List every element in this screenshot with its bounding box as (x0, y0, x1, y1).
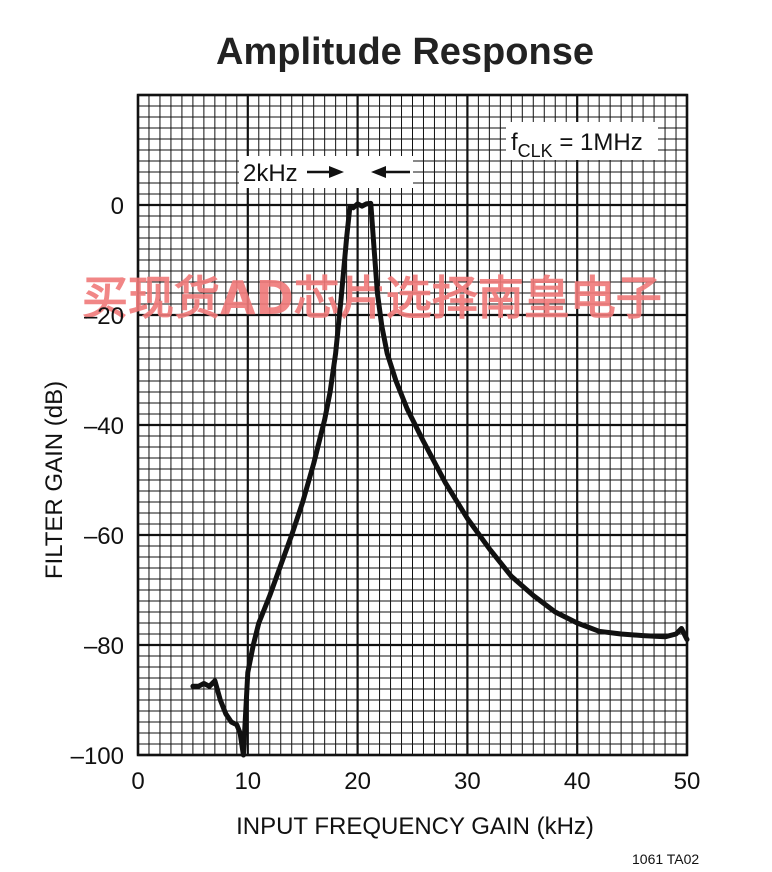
x-axis-label: INPUT FREQUENCY GAIN (kHz) (236, 813, 594, 840)
figure-id: 1061 TA02 (632, 851, 699, 867)
chart-title: Amplitude Response (216, 31, 594, 73)
plot-frame (136, 93, 689, 757)
bandwidth-arrow-left (371, 166, 410, 178)
x-tick-label: 50 (674, 768, 701, 795)
x-tick-label: 10 (234, 768, 261, 795)
y-tick-label: 0 (111, 193, 124, 220)
y-axis-label: FILTER GAIN (dB) (41, 381, 68, 579)
y-tick-label: –60 (84, 523, 124, 550)
clock-annotation-bg (506, 122, 658, 160)
y-tick-label: –100 (71, 743, 124, 770)
bandwidth-annotation: 2kHz (243, 160, 298, 187)
tick-labels: 0 10 20 30 40 50 0 –20 –40 –60 –80 –100 (71, 193, 701, 795)
bandwidth-arrow-right (307, 166, 344, 178)
y-tick-label: –40 (84, 413, 124, 440)
y-tick-label: –80 (84, 633, 124, 660)
x-tick-label: 20 (344, 768, 371, 795)
plot-grid (136, 93, 689, 757)
x-tick-label: 0 (131, 768, 144, 795)
y-tick-label: –20 (84, 303, 124, 330)
series-line-filter-gain (190, 200, 690, 758)
x-tick-label: 30 (454, 768, 481, 795)
clock-annotation: fCLK = 1MHz (511, 129, 643, 161)
x-tick-label: 40 (564, 768, 591, 795)
watermark-text: 买现货AD芯片选择南皇电子 (82, 271, 662, 325)
